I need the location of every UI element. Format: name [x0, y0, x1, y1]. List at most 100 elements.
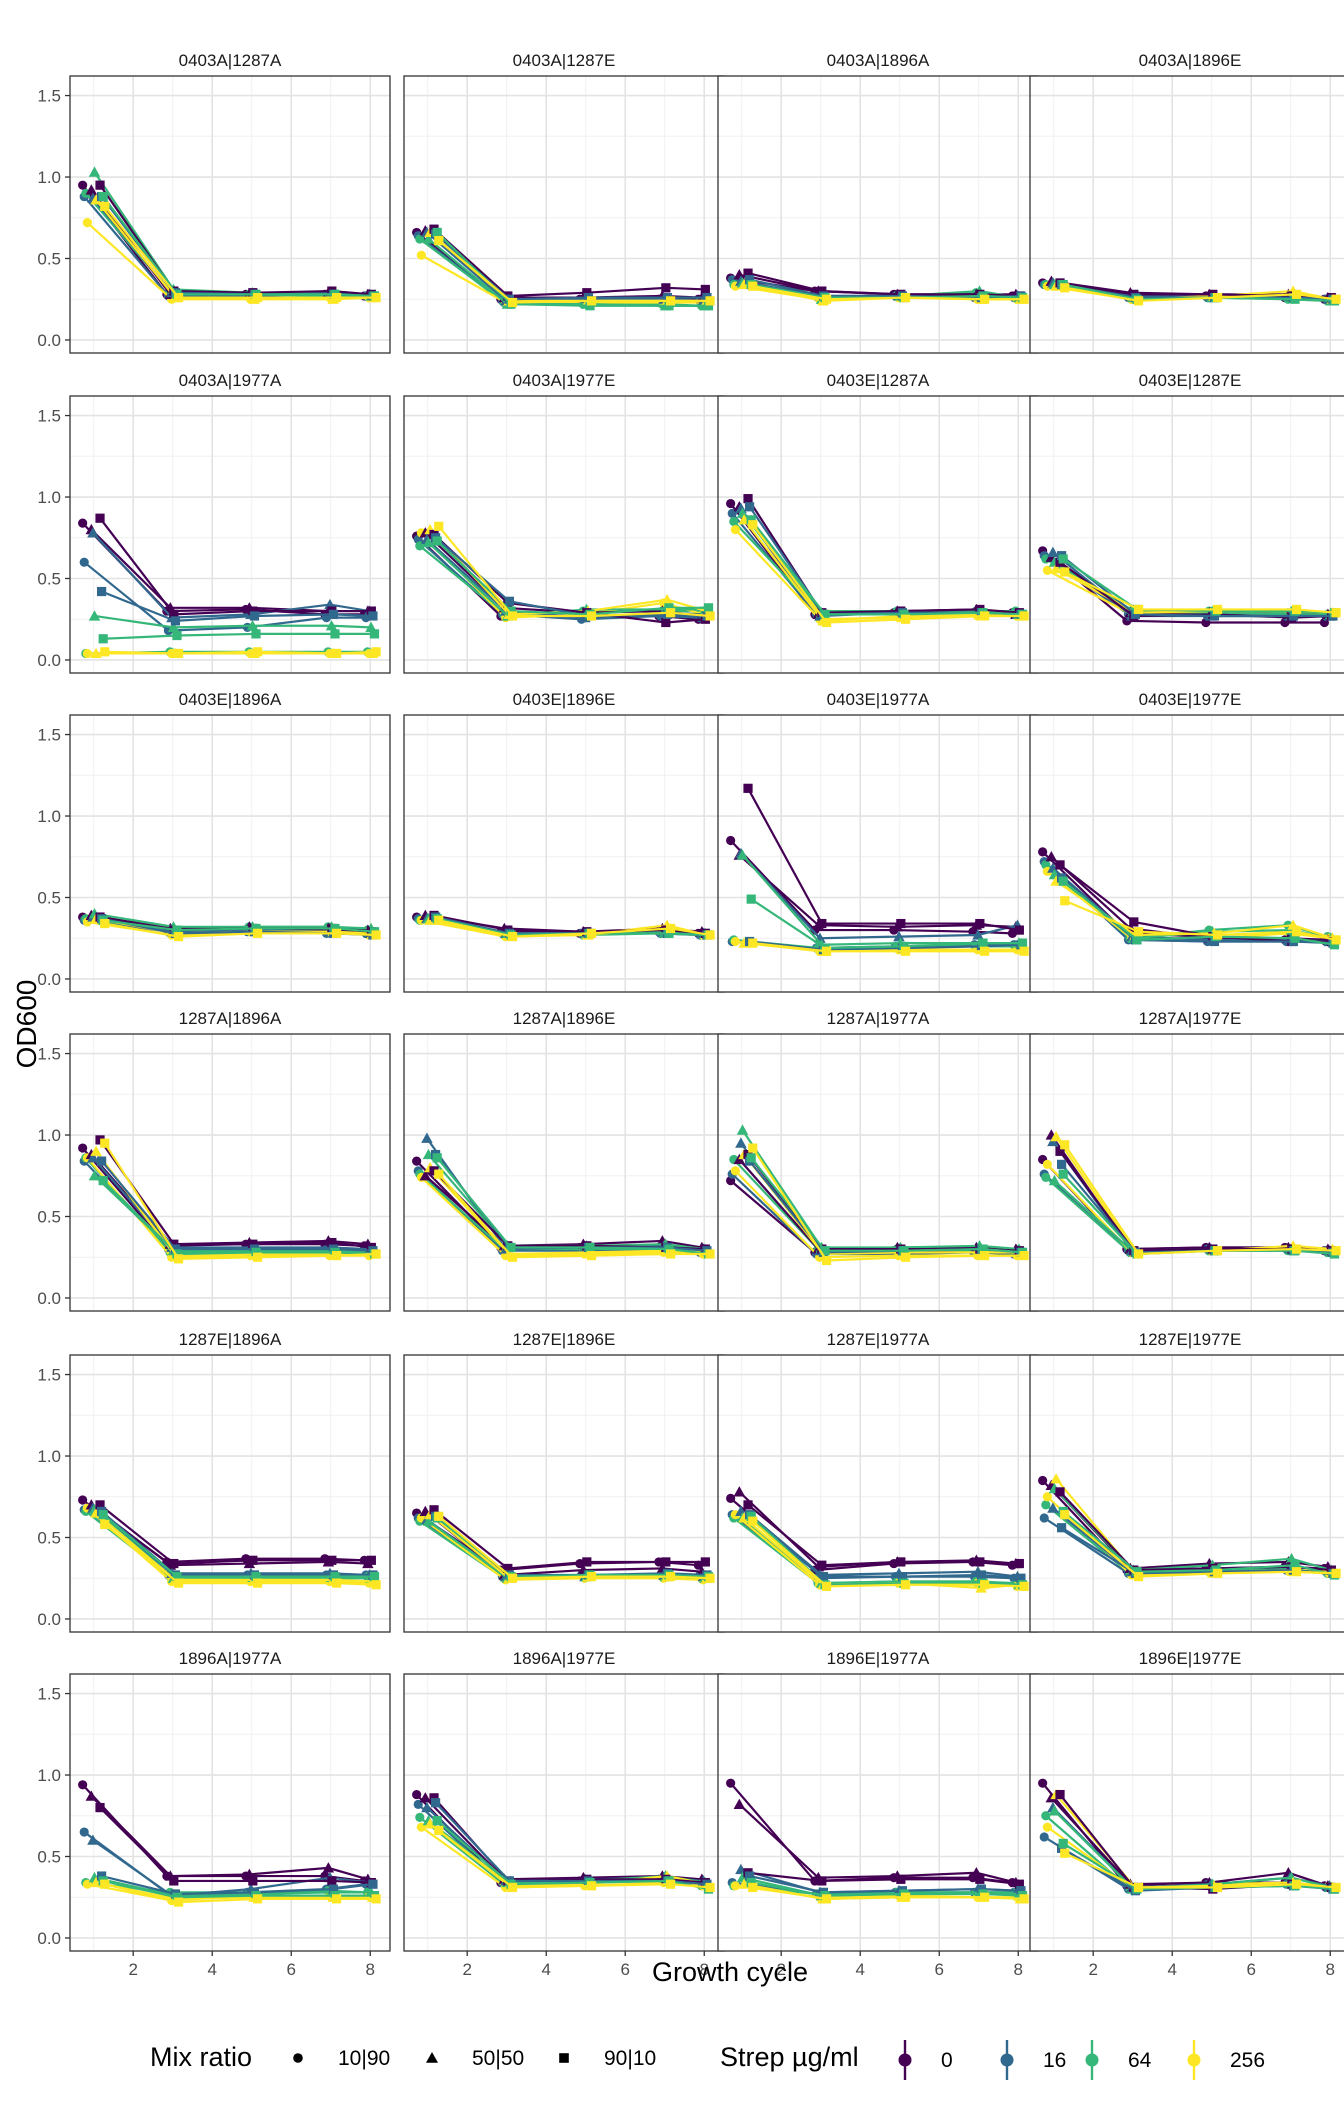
data-point [1133, 927, 1144, 937]
data-point [371, 1894, 381, 1904]
data-point [506, 606, 516, 616]
data-point [434, 1511, 444, 1521]
facet-title: 1287A|1896A [179, 1009, 282, 1028]
facet-title: 0403E|1977A [827, 690, 930, 709]
panel-border [69, 1673, 391, 1952]
data-point [248, 606, 258, 616]
data-point [97, 1156, 107, 1166]
data-point [821, 617, 832, 628]
legend-mix-item: 90|10 [559, 2047, 656, 2070]
facet-title: 0403A|1287E [513, 51, 616, 70]
legend-mix-items: 10|90 50|50 90|10 [293, 2047, 656, 2070]
data-point [1048, 1805, 1061, 1816]
data-point [817, 1876, 827, 1886]
data-point [821, 1894, 832, 1904]
data-point [746, 1511, 756, 1521]
data-point [421, 1132, 433, 1143]
data-point [1050, 562, 1062, 574]
data-point [100, 918, 110, 929]
data-point [172, 1572, 182, 1582]
facet-panel: 0403A|1896E [1029, 51, 1344, 354]
data-point [371, 930, 381, 940]
data-point [978, 1244, 988, 1254]
data-point [419, 527, 432, 538]
y-tick-label: 0.5 [37, 1847, 61, 1866]
legend-mix-title: Mix ratio [150, 2042, 252, 2072]
data-point [78, 1495, 88, 1505]
data-point [331, 648, 342, 659]
facet-panel: 0403A|1287A 0.0 0.5 1.0 1.5 [37, 51, 391, 354]
data-point [703, 603, 714, 613]
y-tick-label: 0.0 [37, 1289, 61, 1308]
data-point [252, 1894, 263, 1904]
data-point [419, 1792, 432, 1803]
y-tick-label: 1.0 [37, 1766, 61, 1785]
data-point [1291, 927, 1302, 937]
data-point [1048, 1174, 1061, 1186]
data-point [412, 1789, 422, 1800]
data-point [504, 596, 515, 606]
data-point [1329, 940, 1340, 950]
data-point [976, 1884, 987, 1894]
panel-border [69, 1033, 391, 1312]
y-tick-label: 1.5 [37, 87, 61, 106]
panel-border [69, 1354, 391, 1633]
x-axis-title: Growth cycle [652, 1957, 808, 1987]
data-point [896, 1557, 906, 1567]
data-point [1291, 604, 1302, 615]
facet-panel: 0403A|1896A [717, 51, 1039, 354]
facet-title: 1287E|1896A [179, 1330, 282, 1349]
facet-title: 0403A|1287A [179, 51, 282, 70]
data-point [503, 1563, 513, 1574]
legend-strep-label: 256 [1230, 2049, 1265, 2072]
data-point [743, 494, 753, 504]
data-point [900, 614, 911, 624]
x-tick-label: 2 [1088, 1960, 1097, 1979]
data-point [1058, 554, 1068, 564]
data-point [726, 835, 736, 846]
data-point [88, 166, 101, 177]
panel-border [69, 395, 391, 674]
data-point [424, 1818, 436, 1829]
facet-title: 1287A|1896E [513, 1009, 616, 1028]
data-point [169, 1239, 179, 1249]
data-point [416, 250, 426, 260]
data-point [90, 647, 102, 659]
data-point [1290, 1560, 1300, 1570]
data-point [87, 1152, 99, 1163]
data-point [665, 296, 676, 306]
facet-title: 1896E|1977E [1139, 1649, 1242, 1668]
y-tick-label: 1.0 [37, 1126, 61, 1145]
y-tick-label: 1.0 [37, 488, 61, 507]
data-point [1058, 1169, 1068, 1179]
data-point [817, 286, 827, 296]
data-point [586, 1251, 597, 1261]
facet-panel: 0403A|1287E [403, 51, 725, 354]
facet-panel: 1896E|1977E 2 4 6 8 [1029, 1649, 1344, 1979]
data-point [665, 1572, 676, 1582]
data-point [79, 1827, 89, 1837]
data-point [100, 1138, 110, 1148]
facet-panel: 1287A|1977A [717, 1009, 1039, 1312]
legend-strep-label: 0 [941, 2049, 953, 2072]
data-point [1212, 293, 1223, 303]
data-point [371, 293, 381, 303]
data-point [251, 923, 261, 934]
facet-panel: 1896A|1977E 2 4 6 8 [403, 1649, 725, 1979]
data-point [1130, 609, 1141, 619]
data-point [1019, 946, 1029, 956]
data-point [1060, 896, 1070, 906]
data-point [1209, 611, 1220, 621]
data-point [331, 928, 342, 938]
data-point [700, 1557, 710, 1567]
data-point [705, 611, 715, 621]
data-point [748, 938, 758, 948]
facet-title: 0403E|1896A [179, 690, 282, 709]
data-point [507, 1573, 518, 1583]
data-point [1041, 1500, 1051, 1510]
data-point [331, 1251, 342, 1261]
data-point [745, 502, 755, 512]
data-point [98, 634, 108, 644]
data-point [95, 513, 105, 523]
data-point [1055, 860, 1065, 870]
